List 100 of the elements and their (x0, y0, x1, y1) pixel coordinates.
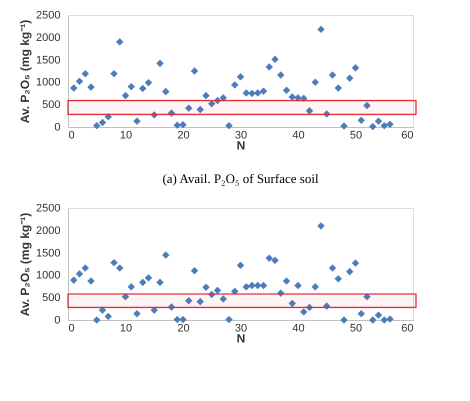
point (271, 56, 279, 64)
point (374, 117, 382, 125)
point (110, 258, 118, 266)
point (185, 104, 192, 112)
point (76, 78, 84, 86)
point (220, 295, 227, 303)
point (300, 308, 308, 316)
point (231, 81, 238, 89)
x-axis-title: N (236, 138, 246, 152)
x-tick-label: 50 (350, 322, 362, 334)
point (323, 302, 330, 310)
point (116, 38, 124, 46)
point (122, 292, 130, 300)
point (363, 102, 371, 110)
point (133, 117, 141, 125)
point (122, 92, 130, 100)
point (312, 78, 319, 86)
y-tick-label: 500 (42, 99, 60, 112)
point (168, 303, 176, 311)
point (386, 120, 394, 128)
point (236, 262, 244, 270)
point (104, 312, 112, 320)
point (242, 89, 250, 97)
point (340, 316, 348, 324)
x-tick-label: 50 (350, 130, 362, 142)
point (271, 256, 279, 264)
point (150, 306, 158, 314)
point (70, 276, 78, 284)
point (190, 67, 198, 75)
point (144, 274, 152, 282)
point (266, 63, 273, 71)
point (352, 259, 360, 267)
x-tick-label: 30 (234, 130, 248, 142)
point (87, 83, 95, 91)
point (236, 73, 244, 81)
point (162, 88, 170, 96)
point (254, 89, 262, 97)
point (369, 122, 376, 130)
point (98, 306, 106, 314)
point (380, 122, 388, 130)
point (196, 298, 204, 306)
point (202, 92, 210, 100)
point (168, 109, 176, 117)
y-tick-label: 1000 (36, 76, 60, 89)
point (260, 282, 268, 290)
y-tick-label: 0 (54, 122, 60, 134)
point (98, 118, 106, 126)
y-axis-title: Av. P₂O₅ (mg kg⁻¹) (18, 212, 32, 316)
point (82, 70, 89, 78)
y-tick-label: 2500 (36, 202, 60, 214)
y-tick-label: 1500 (36, 247, 60, 260)
point (242, 283, 250, 291)
point (266, 254, 273, 262)
x-tick-label: 10 (120, 130, 132, 142)
point (312, 283, 319, 291)
point (294, 94, 302, 102)
point (328, 264, 336, 272)
point (277, 289, 284, 297)
point (300, 94, 308, 102)
point (358, 116, 365, 124)
point (214, 96, 222, 104)
point (363, 292, 371, 300)
x-tick-label: 30 (234, 322, 248, 334)
point (334, 275, 342, 282)
point (306, 304, 314, 312)
point (306, 107, 314, 115)
y-tick-label: 0 (54, 314, 60, 326)
point (248, 90, 256, 98)
point (156, 60, 164, 68)
point (346, 74, 354, 82)
point (225, 316, 233, 324)
point (128, 283, 135, 291)
point (317, 26, 325, 34)
x-tick-label: 0 (68, 130, 75, 142)
text: (a) Avail. P₂O₅ of Surface soil (162, 171, 319, 186)
point (93, 122, 100, 130)
point (374, 311, 382, 319)
y-tick-label: 1500 (36, 54, 60, 66)
point (358, 310, 365, 318)
point (110, 70, 118, 78)
y-tick-label: 2000 (36, 224, 60, 237)
point (282, 277, 290, 285)
x-tick-label: 60 (401, 322, 414, 334)
point (288, 300, 296, 308)
x-tick-label: 60 (401, 130, 414, 142)
y-tick-label: 2500 (36, 10, 60, 22)
point (386, 315, 394, 323)
point (220, 94, 227, 102)
point (174, 122, 181, 129)
point (76, 270, 84, 278)
point (128, 82, 135, 90)
point (231, 288, 238, 296)
point (87, 277, 95, 285)
point (174, 316, 181, 324)
x-tick-label: 20 (177, 130, 190, 142)
point (248, 282, 256, 290)
y-tick-label: 2000 (36, 32, 60, 44)
point (179, 316, 187, 324)
x-tick-label: 40 (292, 130, 305, 142)
point (328, 71, 336, 79)
